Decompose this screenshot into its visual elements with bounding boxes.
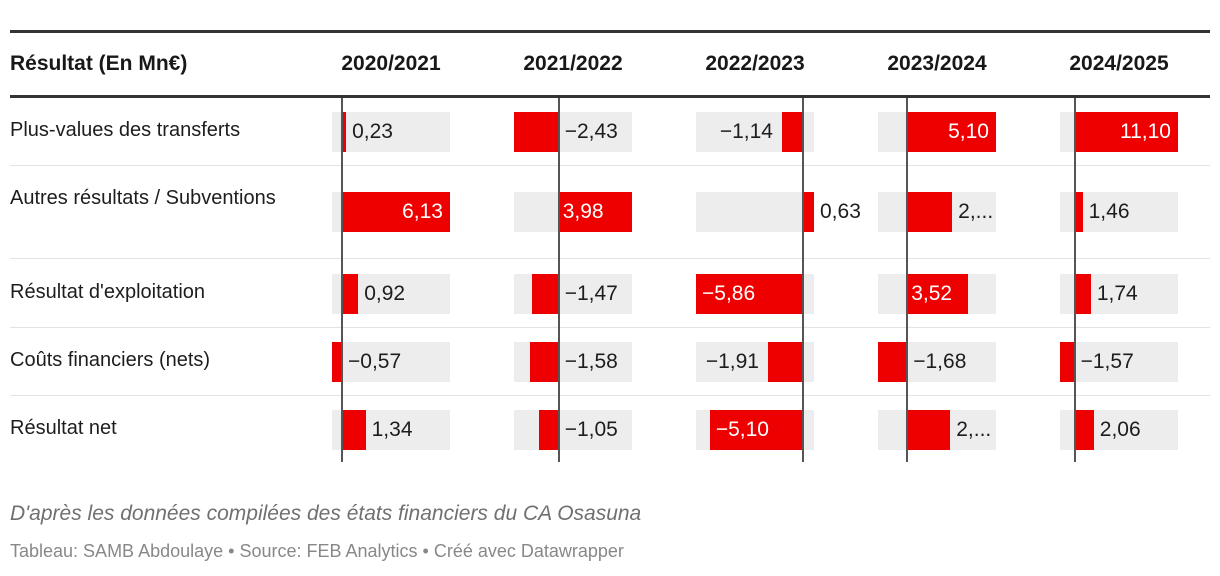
value-label: −1,91: [705, 350, 759, 373]
value-label: 0,23: [352, 120, 393, 143]
value-bar: [907, 410, 951, 450]
value-label: 2,...: [956, 418, 992, 441]
value-bar: [342, 192, 450, 232]
value-label: 11,10: [1119, 120, 1171, 143]
header-rule: [10, 95, 1210, 98]
value-bar: [514, 112, 559, 152]
value-bar: [709, 410, 803, 450]
row-label: Coûts financiers (nets): [10, 349, 211, 371]
value-bar: [558, 192, 632, 232]
value-label: 6,13: [402, 200, 443, 223]
value-label: 0,63: [820, 200, 861, 223]
value-bar: [767, 342, 803, 382]
row-label: Autres résultats / Subventions: [10, 187, 276, 209]
column-header: 2023/2024: [887, 52, 987, 75]
value-label: 3,52: [911, 282, 953, 305]
value-label: −1,47: [564, 282, 618, 305]
value-label: 1,46: [1088, 200, 1130, 223]
value-bar: [1074, 274, 1091, 314]
row-header: Résultat (En Mn€): [10, 52, 188, 75]
value-bar: [332, 342, 343, 382]
value-label: −1,68: [913, 350, 967, 373]
column-header: 2024/2025: [1069, 52, 1169, 75]
table-top-rule: [10, 30, 1210, 33]
table-notes: D'après les données compilées des états …: [10, 502, 642, 525]
value-bar: [529, 342, 559, 382]
value-bar: [342, 112, 347, 152]
value-label: 1,34: [371, 418, 413, 441]
value-label: −1,58: [564, 350, 618, 373]
column-header: 2020/2021: [341, 52, 441, 75]
zero-baseline: [557, 98, 560, 462]
cell-background: [332, 342, 450, 382]
row-label: Plus-values des transferts: [10, 119, 241, 141]
row-separator: [10, 327, 1210, 328]
cell-background: [1060, 342, 1178, 382]
value-label: −5,10: [715, 418, 769, 441]
value-bar: [1074, 410, 1094, 450]
column-header: 2021/2022: [523, 52, 623, 75]
zero-baseline: [341, 98, 344, 462]
value-bar: [907, 192, 953, 232]
row-separator: [10, 165, 1210, 166]
row-separator: [10, 258, 1210, 259]
value-label: −0,57: [348, 350, 402, 373]
value-bar: [342, 274, 359, 314]
value-label: 1,74: [1096, 282, 1138, 305]
column-header: 2022/2023: [705, 52, 805, 75]
cell-background: [696, 192, 814, 232]
row-separator: [10, 395, 1210, 396]
value-label: 2,...: [958, 200, 994, 223]
value-label: 0,92: [364, 282, 406, 305]
value-bar: [907, 112, 996, 152]
value-bar: [696, 274, 803, 314]
value-bar: [802, 192, 814, 232]
value-bar: [539, 410, 559, 450]
value-label: −1,14: [719, 120, 773, 143]
zero-baseline: [906, 98, 909, 462]
value-label: −1,05: [564, 418, 618, 441]
value-bar: [342, 410, 366, 450]
value-bar: [781, 112, 803, 152]
value-bar: [1074, 192, 1083, 232]
value-bar: [907, 274, 969, 314]
value-label: 2,06: [1099, 418, 1141, 441]
table-byline: Tableau: SAMB Abdoulaye • Source: FEB An…: [10, 541, 624, 561]
value-label: −5,86: [702, 282, 756, 305]
value-label: −1,57: [1080, 350, 1134, 373]
value-bar: [531, 274, 559, 314]
value-label: −2,43: [564, 120, 618, 143]
cell-background: [514, 410, 632, 450]
row-label: Résultat net: [10, 417, 117, 439]
zero-baseline: [1073, 98, 1076, 462]
value-bar: [878, 342, 908, 382]
value-label: 3,98: [562, 200, 604, 223]
value-label: 5,10: [948, 120, 989, 143]
row-label: Résultat d'exploitation: [10, 281, 206, 303]
zero-baseline: [801, 98, 804, 462]
value-bar: [1074, 112, 1178, 152]
cell-background: [332, 112, 450, 152]
value-bar: [1060, 342, 1075, 382]
